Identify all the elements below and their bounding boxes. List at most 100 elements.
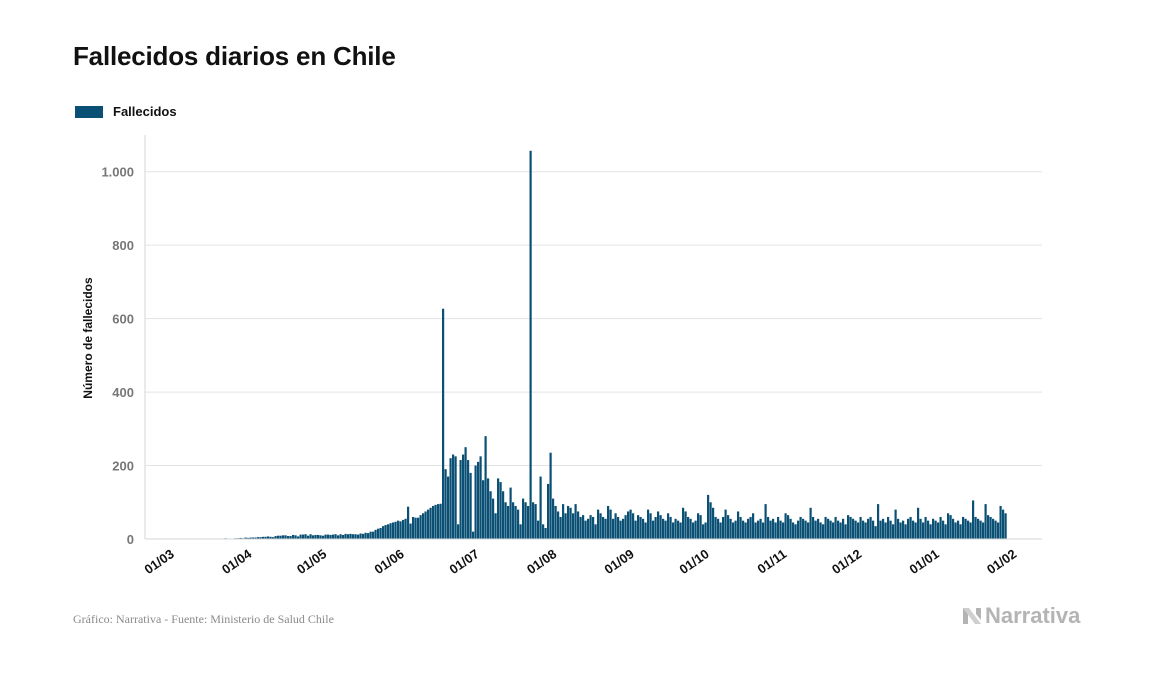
- bar: [892, 524, 895, 539]
- bar: [889, 520, 892, 539]
- bar: [907, 518, 910, 539]
- bar: [749, 516, 752, 539]
- bar: [372, 531, 375, 539]
- bar: [959, 524, 962, 539]
- bar: [509, 487, 512, 539]
- bar: [772, 518, 775, 539]
- bar: [367, 533, 370, 539]
- bar: [374, 529, 377, 539]
- bar: [872, 520, 875, 539]
- bar: [944, 524, 947, 539]
- bar: [382, 526, 385, 539]
- y-tick-labels: 0 200 400 600 800 1.000: [101, 165, 134, 547]
- bar: [592, 516, 595, 539]
- bar: [697, 513, 700, 539]
- bar: [589, 515, 592, 539]
- bar: [719, 522, 722, 539]
- bar: [839, 522, 842, 539]
- x-tick-label: 01/07: [446, 546, 481, 577]
- bar: [807, 522, 810, 539]
- bar: [734, 520, 737, 539]
- bar: [757, 520, 760, 539]
- bar: [609, 509, 612, 539]
- bar: [752, 513, 755, 539]
- bar: [704, 522, 707, 539]
- bar: [409, 523, 412, 539]
- bar: [279, 535, 282, 539]
- bar: [347, 534, 350, 539]
- bar: [267, 536, 270, 539]
- bar: [797, 520, 800, 539]
- bar: [344, 533, 347, 539]
- bar: [319, 535, 322, 539]
- bar: [354, 534, 357, 539]
- bar: [649, 513, 652, 539]
- bar: [999, 505, 1002, 539]
- bar: [754, 522, 757, 539]
- bar: [922, 522, 925, 539]
- y-tick-label: 0: [127, 532, 134, 547]
- y-tick-label: 1.000: [101, 165, 134, 180]
- bar: [744, 522, 747, 539]
- bar: [277, 535, 280, 539]
- bar: [914, 522, 917, 539]
- bar: [547, 483, 550, 539]
- bar: [932, 518, 935, 539]
- bar: [672, 522, 675, 539]
- bar: [727, 515, 730, 539]
- bar: [689, 518, 692, 539]
- bar: [779, 520, 782, 539]
- x-tick-labels: 01/03 01/04 01/05 01/06 01/07 01/08 01/09 01/10…: [141, 546, 1019, 577]
- bar: [654, 516, 657, 539]
- bar: [537, 520, 540, 539]
- y-tick-label: 600: [112, 312, 134, 327]
- bar: [637, 515, 640, 539]
- bar: [417, 517, 420, 539]
- bar: [987, 515, 990, 539]
- bar: [559, 516, 562, 539]
- bar: [312, 535, 315, 539]
- bar: [414, 517, 417, 539]
- bar: [544, 527, 547, 539]
- bar: [929, 524, 932, 539]
- bar: [479, 456, 482, 539]
- bar: [909, 516, 912, 539]
- bar: [597, 509, 600, 539]
- bar: [774, 522, 777, 539]
- bar: [624, 515, 627, 539]
- x-tick-label: 01/12: [829, 546, 864, 577]
- bar: [284, 535, 287, 539]
- legend: Fallecidos: [75, 104, 177, 119]
- x-tick-label: 01/03: [141, 546, 176, 577]
- bar: [707, 494, 710, 539]
- bar: [949, 515, 952, 539]
- bar: [717, 518, 720, 539]
- bar: [612, 518, 615, 539]
- bar: [397, 520, 400, 539]
- bar: [747, 518, 750, 539]
- bar: [874, 526, 877, 539]
- bar: [434, 504, 437, 539]
- brand-logo: Narrativa: [962, 603, 1080, 629]
- bar: [877, 504, 880, 539]
- bar: [549, 452, 552, 539]
- bar: [629, 509, 632, 539]
- bar: [847, 515, 850, 539]
- bar: [974, 516, 977, 539]
- bar: [437, 504, 440, 539]
- bar: [887, 516, 890, 539]
- bar: [514, 505, 517, 539]
- bar: [729, 518, 732, 539]
- bar: [687, 516, 690, 539]
- bar: [469, 472, 472, 539]
- bar: [307, 535, 310, 539]
- bar: [767, 516, 770, 539]
- bar: [894, 509, 897, 539]
- bar: [924, 516, 927, 539]
- bar: [684, 511, 687, 539]
- bar: [804, 520, 807, 539]
- bar: [762, 522, 765, 539]
- bar: [492, 498, 495, 539]
- bar: [812, 516, 815, 539]
